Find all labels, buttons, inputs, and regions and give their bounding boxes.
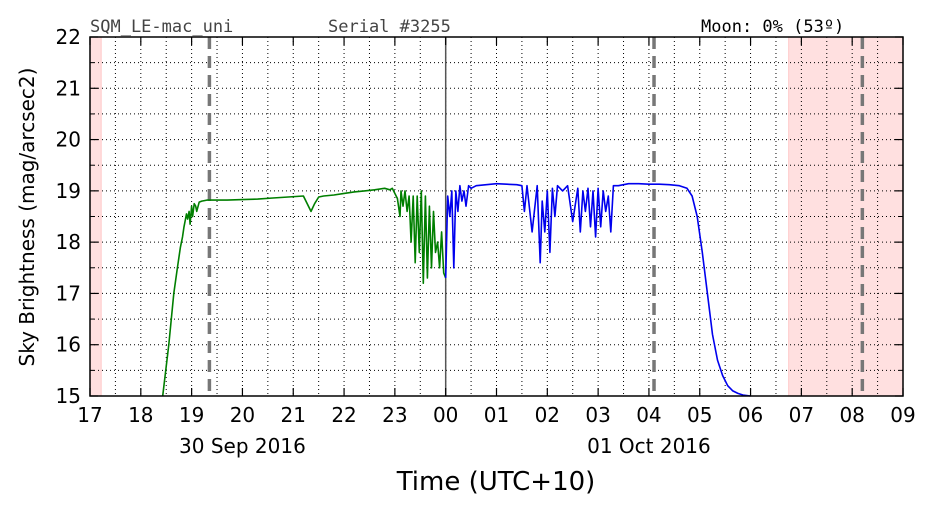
plot-frame — [89, 36, 904, 397]
tick-marks — [89, 36, 904, 397]
y-tick-label: 17 — [56, 281, 81, 305]
serial-label: Serial #3255 — [328, 17, 451, 37]
device-label: SQM_LE-mac_uni — [90, 17, 233, 37]
x-tick-label: 17 — [77, 403, 102, 427]
x-tick-label: 01 — [484, 403, 509, 427]
x-tick-label: 06 — [738, 403, 763, 427]
y-tick-label: 21 — [56, 76, 81, 100]
date-label: 01 Oct 2016 — [587, 434, 711, 458]
y-tick-label: 16 — [56, 333, 81, 357]
x-tick-label: 23 — [382, 403, 407, 427]
x-tick-label: 07 — [789, 403, 814, 427]
y-axis-title: Sky Brightness (mag/arcsec2) — [15, 68, 39, 367]
y-tick-label: 22 — [56, 25, 81, 49]
y-tick-label: 20 — [56, 128, 81, 152]
grid — [90, 37, 903, 396]
moon-label: Moon: 0% (53º) — [701, 17, 844, 37]
x-tick-label: 22 — [331, 403, 356, 427]
x-tick-label: 18 — [128, 403, 153, 427]
x-tick-label: 02 — [535, 403, 560, 427]
x-tick-label: 20 — [230, 403, 255, 427]
reference-lines — [207, 37, 865, 396]
series-line — [161, 187, 447, 397]
x-tick-label: 08 — [839, 403, 864, 427]
x-tick-label: 19 — [179, 403, 204, 427]
daylight-shade — [788, 36, 904, 397]
series-line — [444, 182, 751, 397]
x-tick-label: 03 — [585, 403, 610, 427]
y-tick-label: 15 — [56, 384, 81, 408]
series-lines — [161, 182, 751, 397]
x-tick-label: 00 — [433, 403, 458, 427]
shaded-regions — [89, 36, 904, 397]
x-tick-label: 05 — [687, 403, 712, 427]
y-tick-label: 18 — [56, 230, 81, 254]
tick-labels: 17 18 19 20 21 22 23 00 01 02 03 04 05 06 07 08 09 15 16 17… — [56, 25, 916, 458]
x-tick-label: 09 — [890, 403, 915, 427]
x-axis-title: Time (UTC+10) — [396, 467, 596, 497]
y-tick-label: 19 — [56, 179, 81, 203]
x-tick-label: 04 — [636, 403, 661, 427]
x-tick-label: 21 — [281, 403, 306, 427]
date-label: 30 Sep 2016 — [179, 434, 306, 458]
